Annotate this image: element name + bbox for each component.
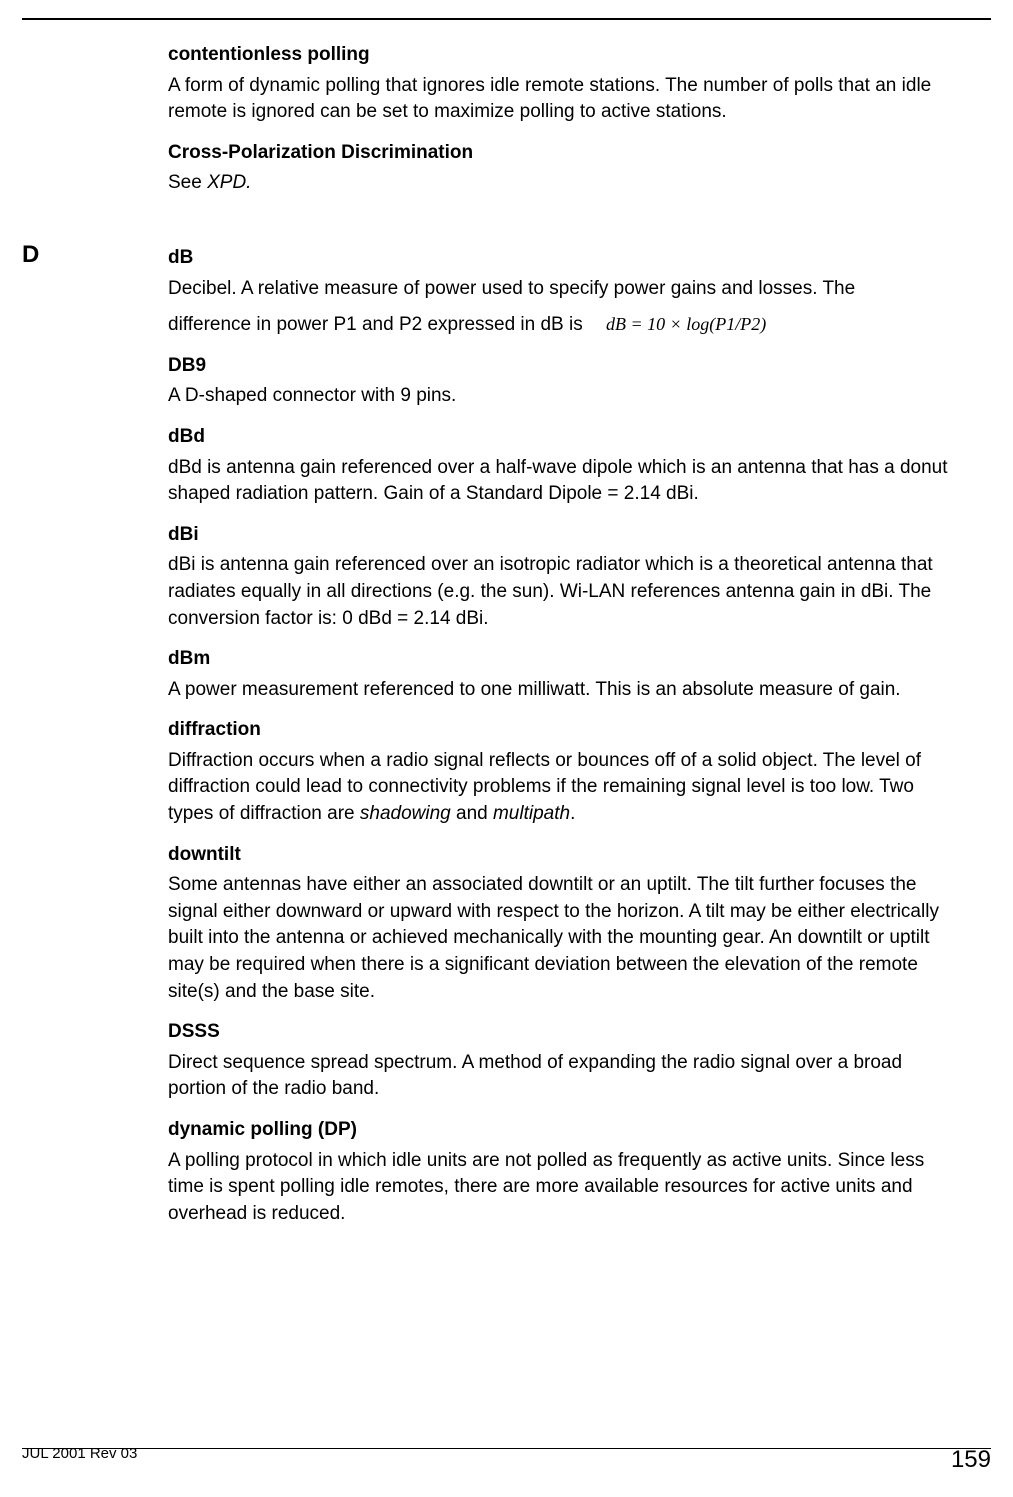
definition: A D-shaped connector with 9 pins. (168, 383, 953, 410)
term: dynamic polling (DP) (168, 1117, 953, 1144)
content-area: contentionless polling A form of dynamic… (0, 20, 1013, 1227)
term: DB9 (168, 353, 953, 380)
definition: See XPD. (168, 170, 953, 197)
term: downtilt (168, 842, 953, 869)
entry-cross-polarization: Cross-Polarization Discrimination See XP… (168, 140, 953, 197)
definition-text: difference in power P1 and P2 expressed … (168, 314, 583, 335)
definition: A power measurement referenced to one mi… (168, 677, 953, 704)
definition-text: See (168, 172, 207, 193)
entry-dbi: dBi dBi is antenna gain referenced over … (168, 522, 953, 632)
entry-db9: DB9 A D-shaped connector with 9 pins. (168, 353, 953, 410)
term: diffraction (168, 717, 953, 744)
term: dBi (168, 522, 953, 549)
footer-revision: JUL 2001 Rev 03 (22, 1443, 137, 1477)
definition-italic-2: multipath (493, 803, 570, 824)
definition-italic-1: shadowing (360, 803, 451, 824)
entry-contentionless-polling: contentionless polling A form of dynamic… (168, 42, 953, 126)
footer: JUL 2001 Rev 03 159 (22, 1443, 991, 1477)
definition-italic: XPD. (207, 172, 251, 193)
formula: dB = 10 × log(P1/P2) (606, 314, 766, 334)
definition-mid: and (451, 803, 493, 824)
entry-diffraction: diffraction Diffraction occurs when a ra… (168, 717, 953, 827)
definition: Some antennas have either an associated … (168, 872, 953, 1005)
term: dB (168, 245, 953, 272)
entry-downtilt: downtilt Some antennas have either an as… (168, 842, 953, 1006)
definition-line1: Decibel. A relative measure of power use… (168, 276, 953, 303)
entry-dynamic-polling: dynamic polling (DP) A polling protocol … (168, 1117, 953, 1227)
term: Cross-Polarization Discrimination (168, 140, 953, 167)
definition: dBi is antenna gain referenced over an i… (168, 552, 953, 632)
entry-dbm: dBm A power measurement referenced to on… (168, 646, 953, 703)
term: dBm (168, 646, 953, 673)
term: DSSS (168, 1019, 953, 1046)
term: contentionless polling (168, 42, 953, 69)
footer-page-number: 159 (951, 1443, 991, 1477)
definition-suffix: . (570, 803, 575, 824)
definition-line2: difference in power P1 and P2 expressed … (168, 312, 953, 339)
definition: Direct sequence spread spectrum. A metho… (168, 1050, 953, 1103)
term: dBd (168, 424, 953, 451)
definition: A form of dynamic polling that ignores i… (168, 73, 953, 126)
entry-dsss: DSSS Direct sequence spread spectrum. A … (168, 1019, 953, 1103)
definition: dBd is antenna gain referenced over a ha… (168, 455, 953, 508)
section-letter-d: D (22, 238, 39, 272)
entry-dbd: dBd dBd is antenna gain referenced over … (168, 424, 953, 508)
entry-db: dB Decibel. A relative measure of power … (168, 245, 953, 339)
definition: A polling protocol in which idle units a… (168, 1148, 953, 1228)
definition: Diffraction occurs when a radio signal r… (168, 748, 953, 828)
